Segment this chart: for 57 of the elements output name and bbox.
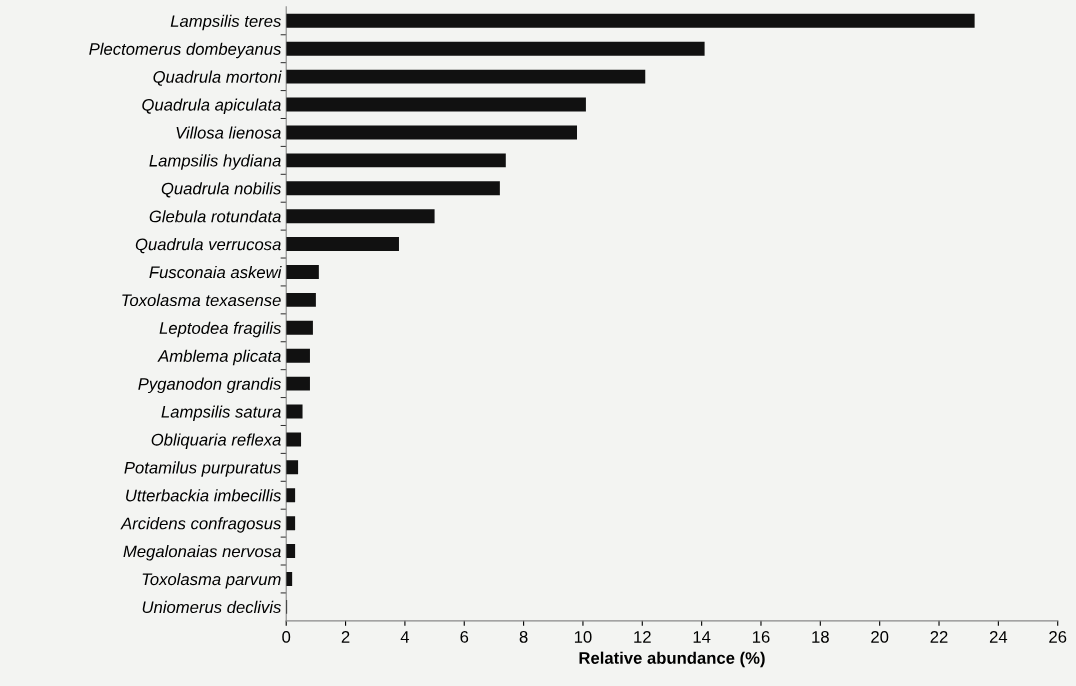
bar: [286, 432, 302, 447]
y-tick-label: Amblema plicata: [157, 349, 281, 366]
x-axis-title: Relative abundance (%): [579, 651, 765, 668]
x-tick-label: 4: [400, 631, 410, 643]
bar: [286, 13, 975, 28]
y-tick-label: Villosa lienosa: [176, 126, 281, 139]
bar: [286, 97, 586, 112]
x-tick-label: 12: [634, 630, 651, 643]
y-tick-label: Toxolasma parvum: [142, 572, 281, 589]
y-tick-label: Quadrula verrucosa: [135, 238, 281, 254]
bar: [286, 376, 310, 391]
x-tick-label: 10: [574, 630, 592, 643]
y-tick-label: Fusconaia askewi: [149, 265, 282, 279]
y-tick-label: Leptodea fragilis: [159, 321, 282, 338]
y-tick-label: Obliquaria reflexa: [151, 433, 281, 449]
x-tick-label: 26: [1049, 630, 1067, 643]
x-tick-label: 0: [282, 630, 291, 643]
y-tick-label: Lampsilis hydiana: [149, 154, 281, 170]
bar: [286, 488, 296, 503]
y-tick-label: Arcidens confragosus: [120, 517, 282, 533]
bar: [286, 181, 500, 196]
bar: [286, 516, 296, 531]
y-tick-label: Glebula rotundata: [149, 210, 281, 223]
bar: [286, 544, 296, 559]
x-tick-label: 14: [693, 631, 711, 643]
x-tick-label: 18: [812, 630, 829, 643]
y-tick-label: Quadrula apiculata: [142, 98, 281, 115]
y-tick-label: Quadrula mortoni: [153, 70, 282, 86]
x-tick-label: 8: [519, 630, 528, 643]
bar: [286, 125, 578, 140]
y-tick-label: Megalonaias nervosa: [123, 545, 281, 561]
y-tick-label: Quadrula nobilis: [161, 182, 282, 198]
y-tick-label: Toxolasma texasense: [122, 293, 281, 307]
y-tick-label: Utterbackia imbecillis: [126, 489, 282, 502]
x-tick-label: 2: [341, 630, 350, 643]
x-tick-label: 16: [752, 630, 770, 643]
bar: [286, 404, 303, 419]
bar: [286, 460, 299, 475]
bar: [286, 69, 646, 84]
x-tick-label: 24: [989, 630, 1008, 643]
y-tick-label: Uniomerus declivis: [142, 600, 282, 614]
y-tick-label: Plectomerus dombeyanus: [89, 42, 282, 59]
y-tick-label: Lampsilis teres: [170, 14, 282, 31]
bar: [286, 348, 310, 363]
y-tick-label: Lampsilis satura: [161, 405, 281, 422]
x-tick-label: 6: [460, 630, 469, 643]
bar: [286, 292, 316, 307]
x-tick-label: 20: [871, 630, 889, 643]
bar: [286, 41, 705, 56]
y-tick-label: Pyganodon grandis: [138, 377, 282, 394]
bar: [286, 209, 435, 224]
bar: [286, 237, 399, 252]
y-tick-label: Potamilus purpuratus: [124, 461, 282, 477]
bar: [286, 265, 319, 279]
bar: [286, 320, 313, 335]
x-tick-label: 22: [930, 630, 948, 643]
bar: [286, 153, 506, 168]
